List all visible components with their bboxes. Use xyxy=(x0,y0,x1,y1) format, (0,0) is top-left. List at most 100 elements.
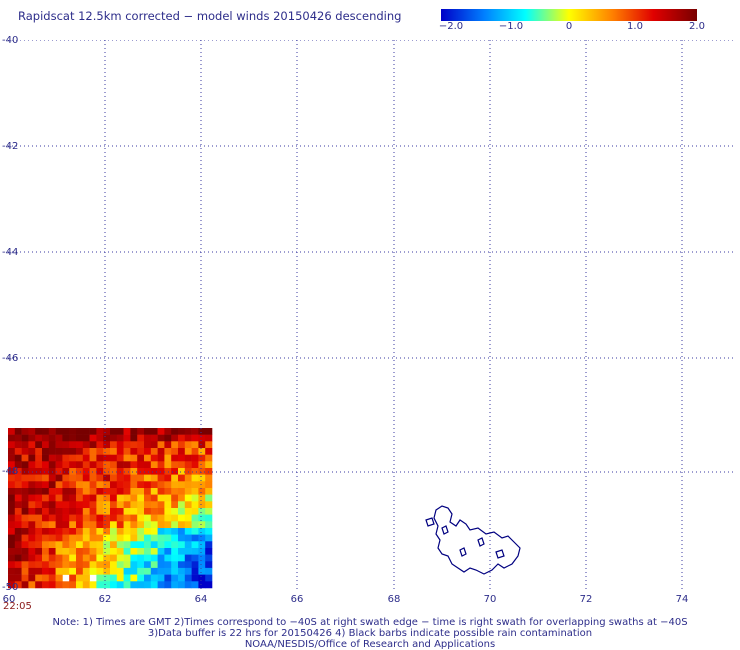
swath-cell xyxy=(123,448,131,455)
swath-cell xyxy=(184,541,192,549)
swath-cell xyxy=(42,434,50,442)
swath-cell xyxy=(110,514,118,522)
swath-cell xyxy=(110,554,118,562)
swath-cell xyxy=(110,541,118,549)
swath-cell xyxy=(150,454,158,462)
swath-cell xyxy=(42,581,50,589)
swath-cell xyxy=(96,561,104,569)
swath-cell xyxy=(103,448,111,455)
swath-cell xyxy=(164,481,172,489)
swath-cell xyxy=(191,468,199,475)
swath-cell xyxy=(171,454,179,462)
swath-cell xyxy=(14,428,22,435)
swath-cell xyxy=(123,481,131,489)
swath-cell xyxy=(42,468,50,475)
swath-cell xyxy=(191,534,199,542)
swath-cell xyxy=(82,521,90,529)
lon-label-60: 60 xyxy=(2,594,16,605)
swath-cell xyxy=(76,534,84,542)
swath-cell xyxy=(123,488,131,495)
swath-cell xyxy=(82,428,90,435)
swath-cell xyxy=(96,548,104,555)
swath-cell xyxy=(205,448,213,455)
swath-cell xyxy=(55,461,63,469)
swath-cell xyxy=(110,501,118,509)
swath-cell xyxy=(110,567,118,575)
swath-cell xyxy=(144,494,152,502)
swath-cell xyxy=(191,567,199,575)
swath-cell xyxy=(116,441,124,449)
swath-cell xyxy=(48,514,56,522)
swath-cell xyxy=(69,561,77,569)
swath-cell xyxy=(130,441,138,449)
swath-cell xyxy=(8,494,16,502)
swath-cell xyxy=(14,494,22,502)
swath-cell xyxy=(76,541,84,549)
swath-cell xyxy=(96,574,104,582)
swath-cell xyxy=(8,567,16,575)
swath-cell xyxy=(28,528,36,535)
swath-cell xyxy=(184,548,192,555)
swath-cell xyxy=(62,434,70,442)
swath-cell xyxy=(96,567,104,575)
swath-cell xyxy=(103,488,111,495)
swath-cell xyxy=(157,441,165,449)
swath-cell xyxy=(21,494,29,502)
swath-cell xyxy=(55,554,63,562)
swath-cell xyxy=(89,581,97,589)
swath-cell xyxy=(21,561,29,569)
swath-cell xyxy=(48,521,56,529)
swath-cell xyxy=(28,428,36,435)
swath-cell xyxy=(28,454,36,462)
swath-cell xyxy=(150,428,158,435)
swath-cell xyxy=(62,501,70,509)
swath-cell xyxy=(116,494,124,502)
swath-cell xyxy=(198,567,206,575)
swath-cell xyxy=(157,494,165,502)
lat-label-48: -48 xyxy=(2,466,19,477)
swath-cell xyxy=(184,581,192,589)
swath-cell xyxy=(137,468,145,475)
swath-cell xyxy=(62,428,70,435)
swath-cell xyxy=(130,454,138,462)
swath-cell xyxy=(76,581,84,589)
swath-cell xyxy=(110,581,118,589)
swath-cell xyxy=(28,534,36,542)
swath-cell xyxy=(130,434,138,442)
swath-cell xyxy=(82,574,90,582)
swath-cell xyxy=(205,534,213,542)
swath-cell xyxy=(123,441,131,449)
swath-cell xyxy=(178,534,186,542)
swath-cell xyxy=(8,561,16,569)
swath-cell xyxy=(157,434,165,442)
swath-cell xyxy=(164,528,172,535)
swath-cell xyxy=(82,501,90,509)
swath-cell xyxy=(116,448,124,455)
swath-cell xyxy=(69,534,77,542)
swath-cell xyxy=(164,581,172,589)
swath-cell xyxy=(69,468,77,475)
lon-label-74: 74 xyxy=(675,594,689,605)
swath-cell xyxy=(28,574,36,582)
swath-cell xyxy=(110,474,118,482)
swath-cell xyxy=(82,567,90,575)
swath-cell xyxy=(150,488,158,495)
swath-cell xyxy=(48,474,56,482)
swath-cell xyxy=(130,581,138,589)
swath-cell xyxy=(48,461,56,469)
swath-cell xyxy=(82,554,90,562)
swath-cell xyxy=(164,441,172,449)
swath-cell xyxy=(116,567,124,575)
swath-cell xyxy=(144,454,152,462)
swath-cell xyxy=(8,508,16,515)
swath-cell xyxy=(69,494,77,502)
swath-cell xyxy=(42,574,50,582)
swath-cell xyxy=(198,468,206,475)
swath-cell xyxy=(116,528,124,535)
swath-cell xyxy=(150,494,158,502)
swath-cell xyxy=(28,448,36,455)
swath-cell xyxy=(191,574,199,582)
swath-cell xyxy=(198,454,206,462)
swath-cell xyxy=(150,574,158,582)
swath-cell xyxy=(191,581,199,589)
